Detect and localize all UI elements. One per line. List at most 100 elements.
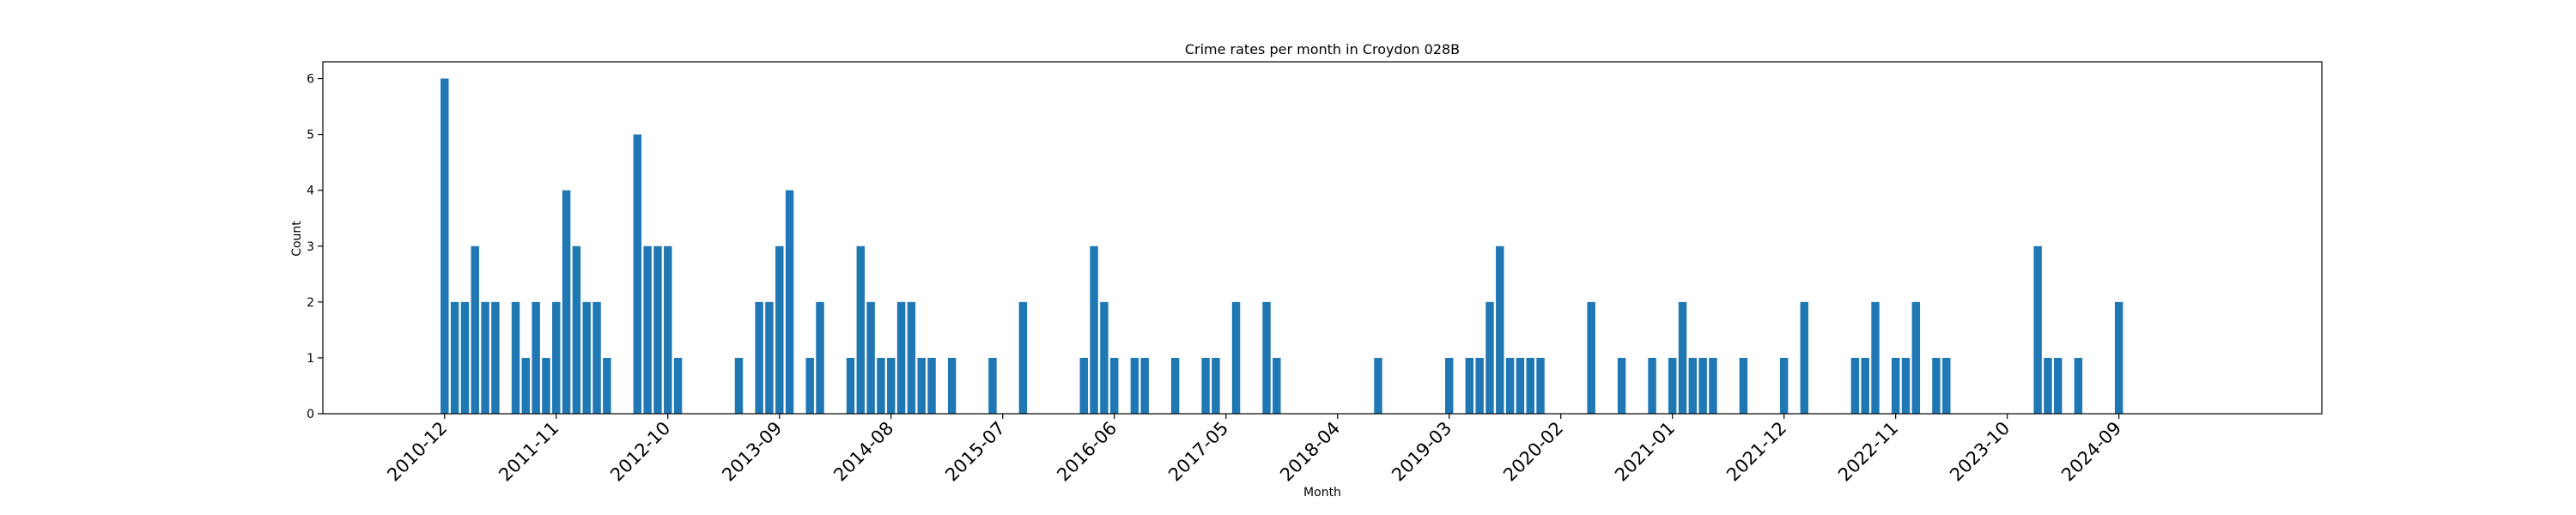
bar-2021-04 (1698, 357, 1707, 414)
bar-2011-08 (521, 357, 531, 414)
bar-2014-12 (927, 357, 936, 414)
bar-2021-03 (1688, 357, 1698, 414)
bar-2015-06 (988, 357, 997, 414)
x-tick-label: 2017-05 (1164, 418, 1232, 486)
bar-2011-03 (471, 245, 479, 414)
bar-2014-11 (917, 357, 926, 414)
x-tick-label: 2019-03 (1388, 418, 1455, 486)
bar-2011-02 (460, 301, 470, 414)
bar-2011-01 (450, 301, 459, 414)
x-tick-label: 2013-09 (718, 418, 786, 486)
bar-2010-12 (440, 78, 449, 415)
bar-2022-11 (1891, 357, 1900, 414)
bar-2016-06 (1110, 357, 1119, 414)
bar-2014-05 (856, 245, 866, 414)
bar-2019-05 (1465, 357, 1474, 414)
bar-2019-10 (1516, 357, 1525, 414)
bar-2015-02 (947, 357, 957, 414)
bar-2019-03 (1444, 357, 1454, 414)
bar-2011-05 (491, 301, 500, 414)
bar-2024-01 (2033, 245, 2042, 414)
x-tick-label: 2024-09 (2057, 418, 2125, 486)
bar-2012-01 (572, 245, 581, 414)
bar-2022-02 (1800, 301, 1809, 414)
bar-2014-06 (866, 301, 875, 414)
bar-2020-05 (1587, 301, 1595, 414)
y-axis-ticks: 0 1 2 3 4 5 6 (307, 73, 323, 421)
y-tick-label: 1 (307, 352, 314, 366)
bar-2014-04 (846, 357, 855, 414)
bar-2014-10 (907, 301, 916, 414)
bar-2021-12 (1779, 357, 1789, 414)
bar-2020-08 (1617, 357, 1626, 414)
bar-2017-06 (1231, 301, 1241, 414)
bar-2023-04 (1942, 357, 1951, 414)
chart-title: Crime rates per month in Croydon 028B (1185, 41, 1460, 58)
bar-2023-03 (1932, 357, 1941, 414)
x-tick-label: 2011-11 (495, 418, 562, 486)
bar-2024-03 (2054, 357, 2063, 414)
bar-2016-09 (1140, 357, 1149, 414)
bar-2019-07 (1485, 301, 1494, 414)
x-tick-label: 2021-12 (1722, 418, 1790, 486)
bar-2022-09 (1871, 301, 1880, 414)
bar-2013-10 (785, 190, 794, 414)
bar-2023-01 (1911, 301, 1921, 414)
x-tick-label: 2014-08 (829, 418, 897, 486)
bar-2012-02 (582, 301, 591, 414)
x-tick-label: 2018-04 (1276, 418, 1344, 486)
bar-2019-11 (1526, 357, 1534, 414)
bar-2014-01 (816, 301, 824, 414)
x-tick-label: 2022-11 (1834, 418, 1902, 486)
bar-2011-11 (552, 301, 561, 414)
bar-2017-10 (1273, 357, 1281, 414)
bar-2022-07 (1850, 357, 1860, 414)
bar-2019-08 (1496, 245, 1504, 414)
bars-group (440, 78, 2123, 415)
bar-2016-05 (1100, 301, 1109, 414)
bar-2012-09 (653, 245, 662, 414)
bar-2024-05 (2074, 357, 2083, 414)
bar-2021-02 (1678, 301, 1687, 414)
x-axis-ticks: 2010-12 2011-11 2012-10 2013-09 2014-08 2015-… (383, 414, 2125, 486)
bar-2016-03 (1079, 357, 1089, 414)
y-tick-label: 5 (307, 129, 314, 142)
bar-2021-01 (1668, 357, 1677, 414)
bar-2012-11 (673, 357, 683, 414)
bar-2013-12 (805, 357, 814, 414)
bar-2021-05 (1709, 357, 1717, 414)
bar-2011-04 (481, 301, 489, 414)
x-axis-label: Month (1303, 486, 1341, 500)
bar-2013-07 (755, 301, 763, 414)
x-tick-label: 2020-02 (1499, 418, 1567, 486)
y-tick-label: 0 (307, 408, 314, 421)
y-tick-label: 3 (307, 240, 314, 254)
bar-2017-04 (1212, 357, 1220, 414)
bar-2024-02 (2044, 357, 2052, 414)
bar-2018-08 (1374, 357, 1382, 414)
y-tick-label: 2 (307, 296, 314, 310)
bar-2019-12 (1536, 357, 1545, 414)
bar-2019-06 (1475, 357, 1484, 414)
bar-2016-08 (1130, 357, 1139, 414)
x-tick-label: 2010-12 (383, 418, 451, 486)
y-axis-label: Count (290, 221, 304, 257)
x-tick-label: 2015-07 (941, 418, 1009, 486)
x-tick-label: 2023-10 (1946, 418, 2014, 486)
bar-2013-05 (734, 357, 744, 414)
bar-2024-09 (2114, 301, 2123, 414)
bar-2017-09 (1262, 301, 1271, 414)
bar-2012-07 (633, 134, 642, 414)
bar-2014-08 (887, 357, 896, 414)
bar-2012-03 (592, 301, 601, 414)
bar-2014-07 (877, 357, 885, 414)
bar-2021-08 (1739, 357, 1748, 414)
bar-2011-09 (532, 301, 540, 414)
bar-2015-09 (1018, 301, 1028, 414)
plot-area-frame (322, 61, 2323, 415)
bar-2012-10 (664, 245, 672, 414)
bar-2013-09 (775, 245, 784, 414)
bar-2012-04 (603, 357, 611, 414)
bar-2020-11 (1648, 357, 1656, 414)
